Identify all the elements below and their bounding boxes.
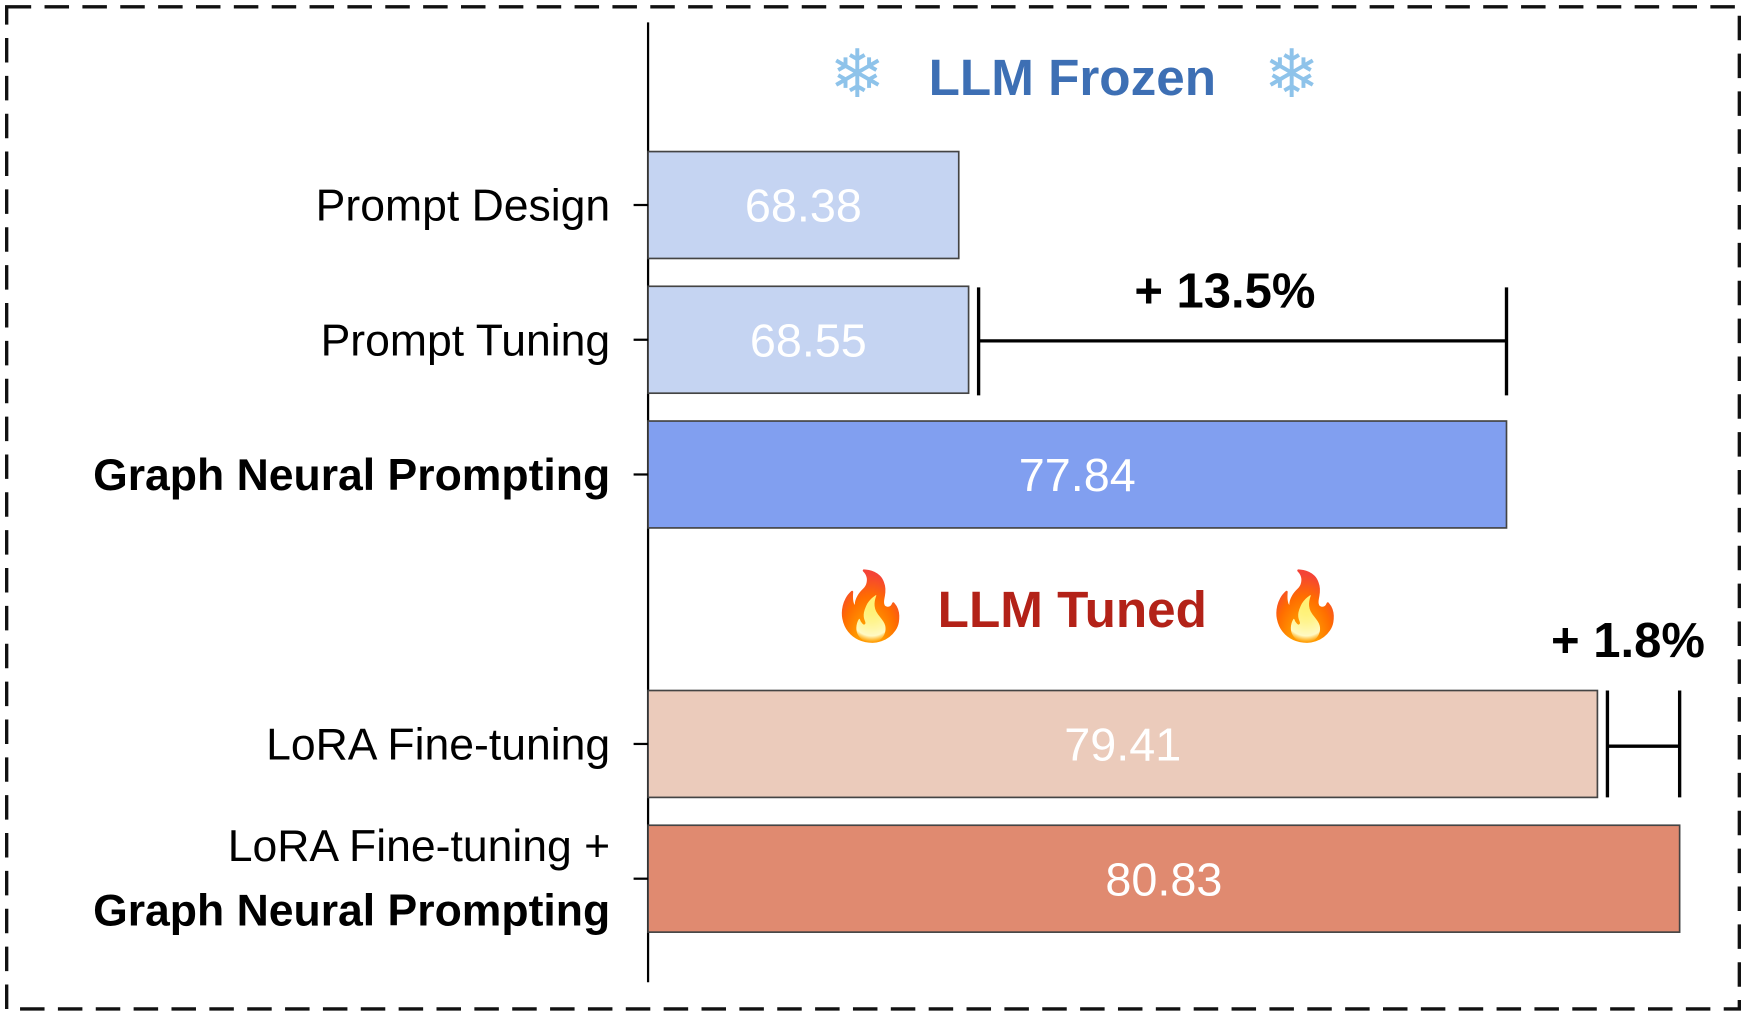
- category-label: Prompt Design: [316, 182, 611, 231]
- bar-value-label: 68.38: [745, 180, 862, 232]
- snowflake-icon: ❄: [1264, 38, 1320, 112]
- category-label: Prompt Tuning: [321, 316, 611, 365]
- category-label: LoRA Fine-tuning: [266, 721, 610, 770]
- bar-value-label: 79.41: [1064, 719, 1181, 771]
- category-label-line2: Graph Neural Prompting: [93, 886, 610, 935]
- category-label: LoRA Fine-tuning +: [228, 822, 610, 871]
- bar-value-label: 77.84: [1019, 449, 1136, 501]
- fire-icon: 🔥: [1263, 568, 1346, 644]
- snowflake-icon: ❄: [829, 38, 885, 112]
- bar: [647, 285, 970, 395]
- group-title: LLM Frozen: [929, 49, 1216, 106]
- group-title: LLM Tuned: [938, 581, 1207, 638]
- bar-value-label: 68.55: [750, 314, 867, 366]
- bar: [647, 824, 1681, 933]
- bar-value-label: 80.83: [1105, 853, 1222, 905]
- bar: [647, 420, 1508, 529]
- improvement-annotation: + 13.5%: [1134, 264, 1315, 318]
- fire-icon: 🔥: [829, 568, 912, 644]
- dashed-border: [5, 5, 1741, 1011]
- improvement-annotation: + 1.8%: [1551, 614, 1705, 668]
- category-label: Graph Neural Prompting: [93, 451, 610, 500]
- bar: [647, 689, 1599, 799]
